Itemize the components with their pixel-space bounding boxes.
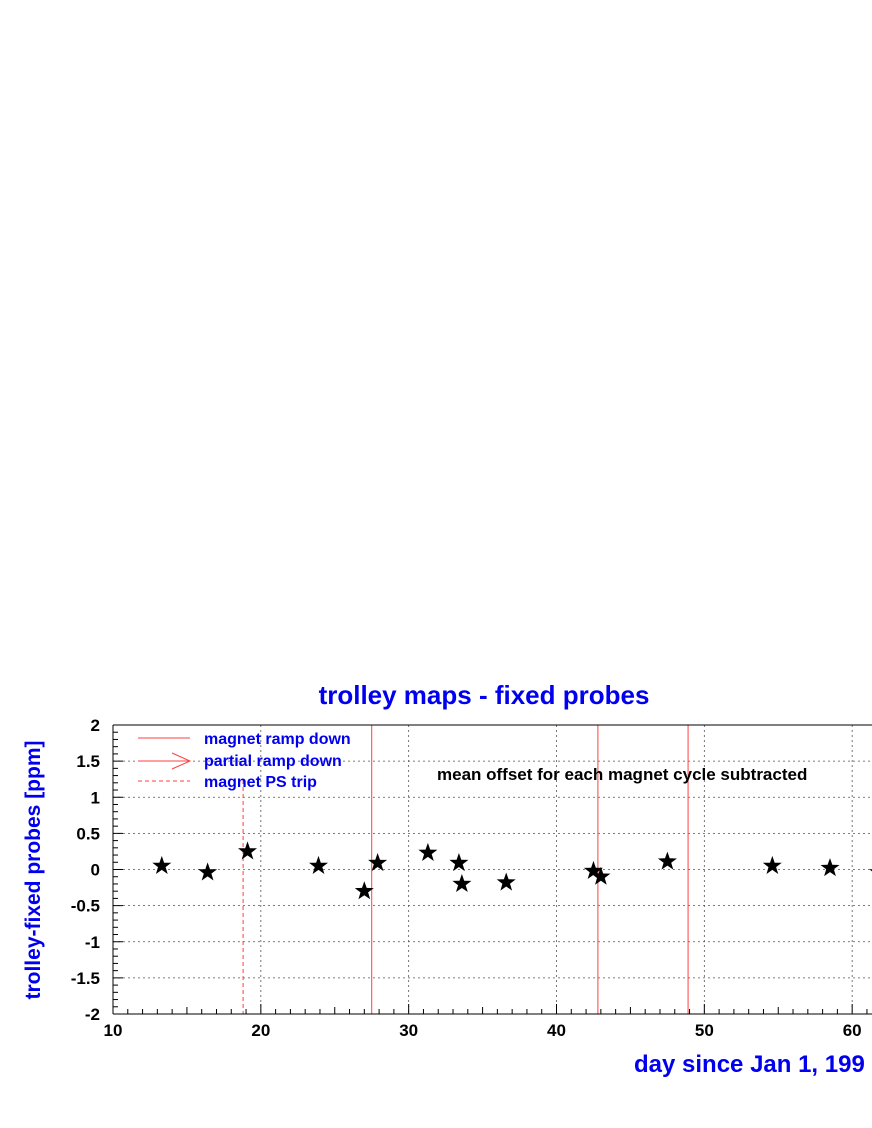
- data-point: [869, 869, 872, 872]
- y-tick-label: -2: [85, 1005, 100, 1024]
- y-tick-label: -1: [85, 933, 100, 952]
- x-tick-label: 40: [547, 1021, 566, 1040]
- data-point: [368, 853, 388, 872]
- data-point: [657, 851, 677, 870]
- x-axis-label: day since Jan 1, 199: [634, 1051, 865, 1078]
- y-tick-label: 1: [91, 788, 100, 807]
- legend-label-partial-ramp: partial ramp down: [204, 753, 342, 770]
- x-tick-label: 60: [843, 1021, 862, 1040]
- data-point: [496, 872, 516, 891]
- y-tick-label: 2: [91, 716, 100, 735]
- axes: [112, 724, 872, 1015]
- grid: [113, 725, 872, 1014]
- data-point: [198, 862, 218, 881]
- y-tick-label: 0.5: [76, 824, 100, 843]
- x-tick-label: 20: [251, 1021, 270, 1040]
- legend-label-ps-trip: magnet PS trip: [204, 774, 317, 791]
- data-point: [583, 860, 603, 879]
- legend: magnet ramp down partial ramp down magne…: [138, 731, 351, 791]
- tick-labels: 2 1.5 1 0.5 0 -0.5 -1 -1.5 -210 20 30 40 50 60: [71, 716, 862, 1040]
- data-point: [452, 874, 472, 892]
- data-point: [418, 842, 438, 861]
- x-tick-label: 50: [695, 1021, 714, 1040]
- legend-label-ramp-down: magnet ramp down: [204, 731, 351, 748]
- data-point: [449, 853, 469, 872]
- y-axis-label: trolley-fixed probes [ppm]: [22, 740, 45, 999]
- y-tick-label: -0.5: [71, 897, 100, 916]
- data-point: [309, 855, 328, 874]
- data-point: [152, 855, 172, 874]
- y-tick-label: 1.5: [76, 752, 100, 771]
- x-tick-label: 10: [104, 1021, 123, 1040]
- x-tick-label: 30: [399, 1021, 418, 1040]
- data-point: [591, 866, 611, 885]
- chart-title: trolley maps - fixed probes: [319, 680, 650, 710]
- data-point: [238, 841, 257, 860]
- y-tick-label: 0: [91, 861, 100, 880]
- data-point: [762, 855, 782, 874]
- data-point: [354, 881, 374, 900]
- data-points: [152, 841, 872, 900]
- data-point: [820, 858, 840, 877]
- legend-arrow-head: [171, 752, 192, 770]
- annotation-text: mean offset for each magnet cycle subtra…: [437, 765, 807, 784]
- y-tick-label: -1.5: [71, 969, 100, 988]
